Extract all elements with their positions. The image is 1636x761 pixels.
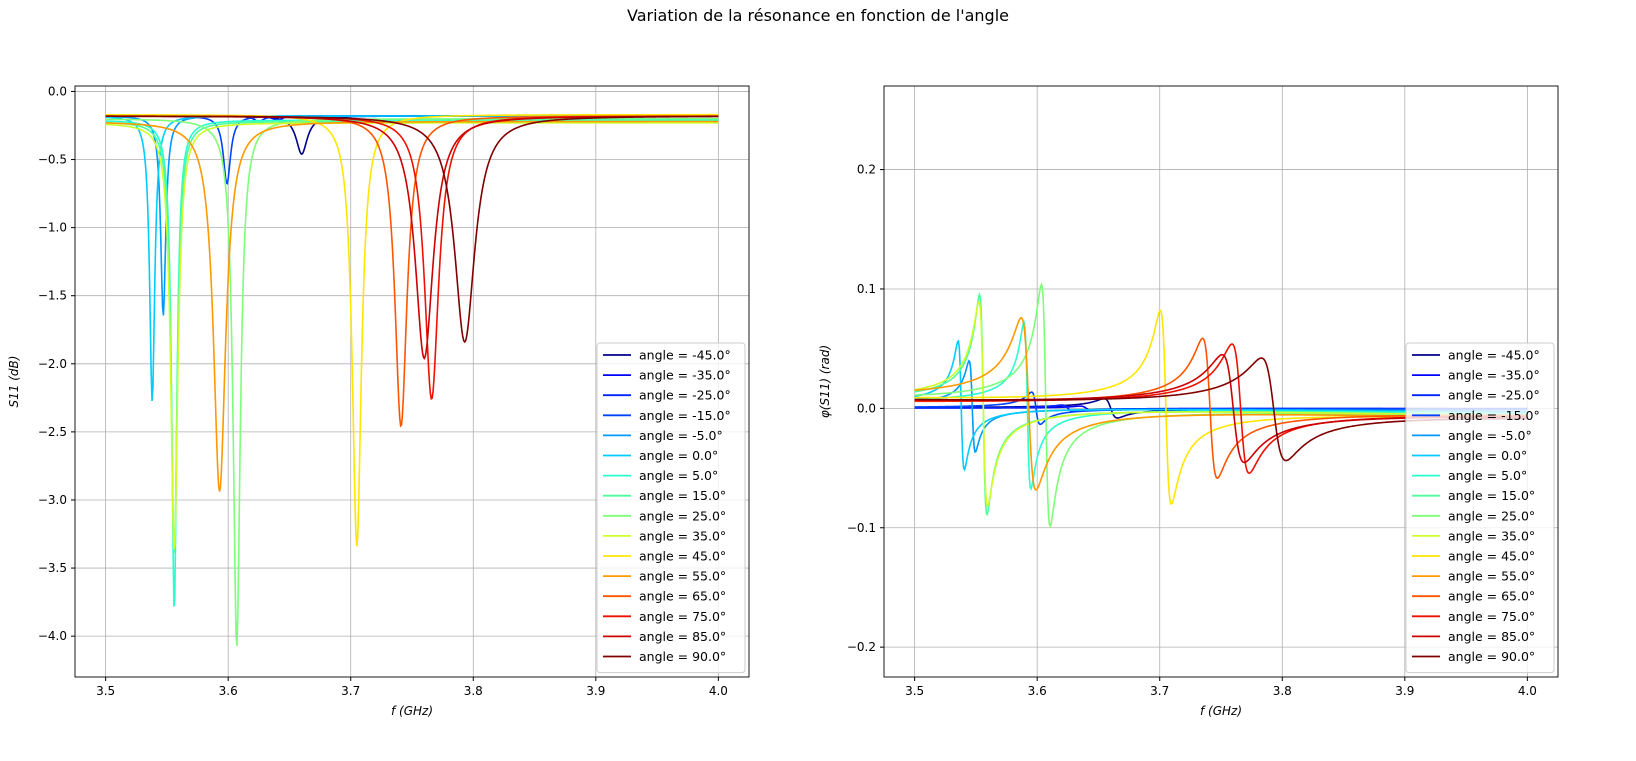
y-tick-label: −3.5 [38, 561, 67, 575]
legend-label: angle = -35.0° [1448, 368, 1540, 383]
legend-label: angle = -15.0° [1448, 408, 1540, 423]
x-tick-label: 3.6 [1028, 684, 1047, 698]
legend: angle = -45.0° angle = -35.0° angle = -25.… [596, 342, 746, 674]
x-tick-label: 4.0 [1518, 684, 1537, 698]
x-tick-label: 3.8 [464, 684, 483, 698]
y-tick-label: 0.0 [857, 401, 876, 415]
legend-label: angle = 45.0° [1448, 549, 1535, 564]
series-line-15 [105, 115, 719, 344]
y-tick-label: −0.5 [38, 153, 67, 167]
legend-label: angle = 85.0° [639, 629, 726, 644]
y-tick-label: 0.2 [857, 163, 876, 177]
series-line-14 [105, 115, 719, 360]
legend-label: angle = 15.0° [639, 488, 726, 503]
y-axis-label: S11 (dB) [7, 356, 21, 408]
figure-title: Variation de la résonance en fonction de… [627, 6, 1009, 25]
y-tick-label: −0.2 [847, 640, 876, 654]
x-tick-label: 4.0 [709, 684, 728, 698]
x-tick-label: 3.7 [1150, 684, 1169, 698]
legend-label: angle = 35.0° [1448, 528, 1535, 543]
series-line-11 [105, 120, 719, 492]
legend-label: angle = -5.0° [639, 428, 723, 443]
y-tick-label: 0.0 [48, 84, 67, 98]
y-tick-label: −1.5 [38, 289, 67, 303]
legend: angle = -45.0° angle = -35.0° angle = -25.… [1405, 342, 1555, 674]
legend-label: angle = 5.0° [1448, 468, 1527, 483]
chart-s11-phase: 3.5 3.6 3.7 3.8 3.9 4.0 0.2 0.1 0.0 −0.1 −0.2 f (GH… [818, 85, 1559, 718]
legend-label: angle = 5.0° [639, 468, 718, 483]
x-tick-label: 3.9 [586, 684, 605, 698]
y-tick-label: −3.0 [38, 493, 67, 507]
legend-label: angle = -45.0° [639, 348, 731, 363]
legend-label: angle = 0.0° [639, 448, 718, 463]
series-line-6 [105, 119, 719, 607]
axes-frame [74, 85, 750, 678]
legend-label: angle = 0.0° [1448, 448, 1527, 463]
legend-label: angle = -25.0° [1448, 388, 1540, 403]
legend-label: angle = -45.0° [1448, 348, 1540, 363]
legend-box [596, 342, 746, 674]
y-axis-label: φ(S11) (rad) [818, 345, 832, 418]
axes-frame [883, 85, 1559, 678]
legend-label: angle = 25.0° [639, 508, 726, 523]
legend-label: angle = 90.0° [639, 649, 726, 664]
x-tick-label: 3.5 [905, 684, 924, 698]
x-tick-label: 3.5 [96, 684, 115, 698]
legend-label: angle = -5.0° [1448, 428, 1532, 443]
legend-label: angle = -35.0° [639, 368, 731, 383]
x-tick-label: 3.8 [1273, 684, 1292, 698]
y-tick-label: −4.0 [38, 629, 67, 643]
legend-label: angle = -25.0° [639, 388, 731, 403]
legend-label: angle = 25.0° [1448, 508, 1535, 523]
x-tick-label: 3.9 [1395, 684, 1414, 698]
legend-label: angle = 75.0° [639, 609, 726, 624]
legend-label: angle = 75.0° [1448, 609, 1535, 624]
x-axis-label: f (GHz) [1200, 704, 1242, 718]
x-axis-label: f (GHz) [391, 704, 433, 718]
legend-label: angle = 55.0° [1448, 569, 1535, 584]
legend-label: angle = -15.0° [639, 408, 731, 423]
series-group [105, 113, 719, 647]
legend-label: angle = 45.0° [639, 549, 726, 564]
legend-label: angle = 15.0° [1448, 488, 1535, 503]
y-tick-label: −2.0 [38, 357, 67, 371]
legend-label: angle = 85.0° [1448, 629, 1535, 644]
legend-label: angle = 65.0° [639, 589, 726, 604]
x-tick-label: 3.6 [219, 684, 238, 698]
y-tick-label: −2.5 [38, 425, 67, 439]
y-tick-label: 0.1 [857, 282, 876, 296]
legend-label: angle = 90.0° [1448, 649, 1535, 664]
series-line-9 [105, 121, 719, 550]
legend-label: angle = 35.0° [639, 528, 726, 543]
y-tick-label: −0.1 [847, 521, 876, 535]
chart-s11-magnitude: 3.5 3.6 3.7 3.8 3.9 4.0 0.0 −0.5 −1.0 −1.5 −2.0 −2.… [7, 84, 750, 718]
legend-label: angle = 55.0° [639, 569, 726, 584]
series-line-3 [105, 115, 719, 185]
series-line-10 [105, 113, 719, 547]
legend-box [1405, 342, 1555, 674]
y-tick-label: −1.0 [38, 221, 67, 235]
legend-label: angle = 65.0° [1448, 589, 1535, 604]
x-tick-label: 3.7 [341, 684, 360, 698]
